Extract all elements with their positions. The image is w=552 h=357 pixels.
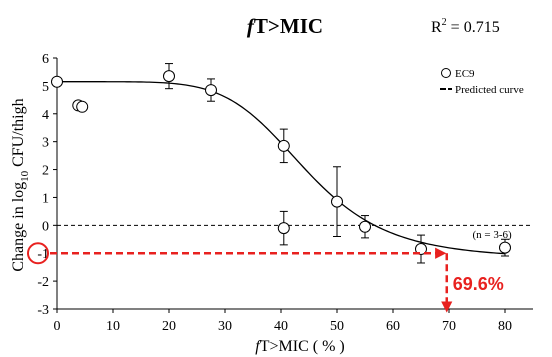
legend-curve-label: Predicted curve [455,84,524,96]
y-axis-label-main: Change in log [10,182,27,272]
y-tick-label: 3 [42,136,49,151]
data-point [331,195,343,208]
data-point [359,220,371,233]
title-italic: f [247,14,256,38]
data-point [163,70,175,83]
data-point [76,100,89,113]
y-tick-label: 4 [42,108,49,123]
y-tick-label: 0 [42,219,49,234]
annotation-circle [27,242,49,265]
y-ticks: -3 -2 -1 0 1 2 3 4 5 6 [37,52,57,318]
y-tick-label: -2 [37,275,49,290]
x-ticks: 0 10 20 30 40 50 60 70 80 [54,309,512,334]
y-tick-label: 5 [42,80,49,95]
r-squared-label: R [431,19,442,36]
r-squared: R2 = 0.715 [431,17,500,36]
legend-point-marker [441,68,451,78]
title-rest: T>MIC [254,14,323,38]
x-axis-label-rest: T>MIC ( % ) [260,338,345,355]
annotation: 69.6% [27,242,504,313]
data-point [277,222,290,235]
x-tick-label: 70 [442,319,456,334]
y-tick-label: 6 [42,52,49,67]
y-axis-label-sub: 10 [19,170,31,182]
n-note: (n = 3-6) [473,229,513,241]
x-tick-label: 10 [106,319,120,334]
data-point [499,241,511,254]
x-tick-label: 60 [386,319,400,334]
y-axis-label-rest: CFU/thigh [10,98,27,170]
x-tick-label: 0 [54,319,61,334]
r-squared-sup: 2 [442,17,447,28]
legend-points-label: EC9 [455,68,475,80]
x-tick-label: 30 [218,319,232,334]
data-point [277,139,290,152]
y-tick-label: 2 [42,164,49,179]
data-point [51,75,63,88]
y-axis-label: Change in log10 CFU/thigh [10,98,31,271]
y-tick-label: -1 [37,247,49,262]
data-point [415,243,427,256]
legend: EC9 Predicted curve [440,68,524,96]
x-tick-label: 40 [274,319,288,334]
chart-title: fT>MIC [247,14,323,38]
x-tick-label: 80 [498,319,512,334]
y-tick-label: -3 [37,303,49,318]
r-squared-value: = 0.715 [447,19,500,36]
x-axis-label-italic: f [255,338,262,355]
x-tick-label: 20 [162,319,176,334]
x-tick-label: 50 [330,319,344,334]
data-point [205,84,217,97]
y-tick-label: 1 [42,191,49,206]
x-axis-label: fT>MIC ( % ) [255,338,344,355]
annotation-label: 69.6% [453,274,504,294]
data-points [51,70,511,256]
